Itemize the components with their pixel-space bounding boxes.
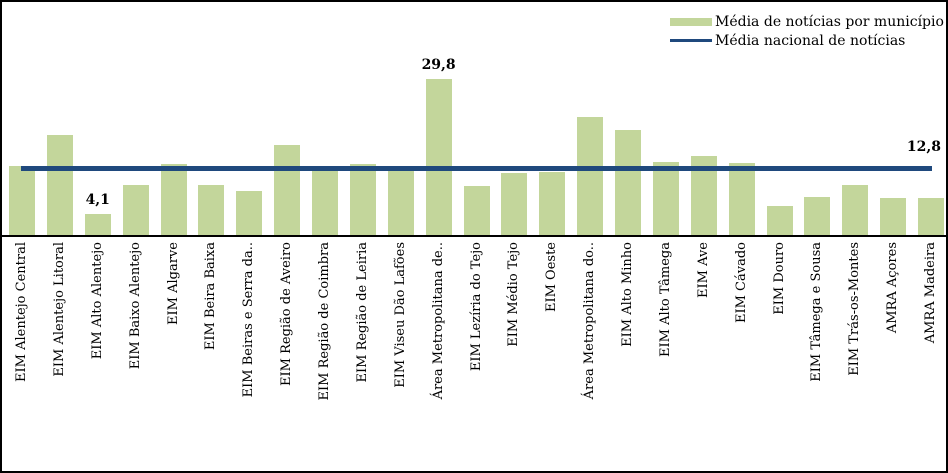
legend-item-line: Média nacional de notícias [670, 31, 944, 50]
bar-13 [463, 186, 490, 235]
bar-2 [46, 135, 73, 235]
bar-3 [84, 214, 111, 235]
bar-16 [577, 117, 604, 235]
x-label-22: EIM Tâmega e Sousa [809, 242, 825, 382]
bar-series-label: Média de notícias por município [715, 13, 944, 30]
x-label-18: EIM Alto Tâmega [657, 242, 673, 357]
bar-6 [198, 185, 225, 235]
bar-1 [9, 166, 35, 235]
x-label-25: AMRA Madeira [923, 242, 938, 344]
x-label-9: EIM Região de Coimbra [317, 242, 332, 401]
x-label-19: EIM Ave [695, 242, 711, 298]
bar-17 [615, 130, 641, 235]
bar-12 [425, 79, 452, 235]
bar-10 [349, 164, 376, 235]
x-label-6: EIM Beira Baixa [203, 242, 219, 351]
value-label-bar-3: 4,1 [85, 192, 110, 208]
bar-9 [312, 171, 338, 235]
bar-11 [387, 171, 414, 235]
legend-item-bars: Média de notícias por município [670, 12, 944, 31]
x-label-1: EIM Alentejo Central [14, 242, 29, 382]
x-label-5: EIM Algarve [165, 242, 181, 325]
bar-18 [652, 162, 679, 235]
x-label-20: EIM Cávado [733, 242, 749, 324]
x-label-4: EIM Baixo Alentejo [127, 242, 143, 370]
x-label-17: EIM Alto Minho [620, 242, 635, 347]
x-label-3: EIM Alto Alentejo [89, 242, 105, 360]
bar-series-swatch [670, 17, 712, 26]
x-label-10: EIM Região de Leiria [354, 242, 370, 383]
x-label-13: EIM Lezíria do Tejo [468, 242, 484, 372]
x-label-14: EIM Médio Tejo [506, 242, 522, 347]
bar-4 [122, 185, 149, 235]
national-average-line [21, 166, 932, 171]
x-label-21: EIM Douro [771, 242, 787, 315]
x-label-8: EIM Região de Aveiro [279, 242, 295, 386]
x-label-2: EIM Alentejo Litoral [51, 242, 67, 377]
x-label-16: Área Metropolitana do.. [582, 242, 598, 400]
bar-5 [160, 164, 187, 235]
bar-21 [766, 206, 793, 235]
bar-7 [236, 191, 263, 235]
line-series-swatch [670, 39, 712, 42]
x-label-12: Área Metropolitana de.. [430, 242, 446, 400]
x-label-24: AMRA Açores [885, 242, 901, 334]
bar-23 [842, 185, 869, 235]
bar-15 [539, 172, 566, 235]
x-label-23: EIM Trás-os-Montes [847, 242, 863, 376]
line-series-label: Média nacional de notícias [715, 32, 906, 49]
bar-20 [728, 163, 755, 235]
bar-22 [804, 197, 831, 235]
national-average-value-label: 12,8 [906, 139, 941, 155]
x-axis-line [2, 235, 946, 237]
x-label-7: EIM Beiras e Serra da.. [241, 242, 257, 398]
x-label-11: EIM Viseu Dão Lafões [392, 242, 408, 388]
bar-14 [501, 173, 528, 235]
value-label-bar-12: 29,8 [421, 57, 456, 73]
legend: Média de notícias por município Média na… [670, 12, 944, 50]
bar-25 [918, 198, 944, 235]
bar-24 [880, 198, 907, 235]
bar-8 [274, 145, 301, 235]
x-label-15: EIM Oeste [544, 242, 560, 313]
